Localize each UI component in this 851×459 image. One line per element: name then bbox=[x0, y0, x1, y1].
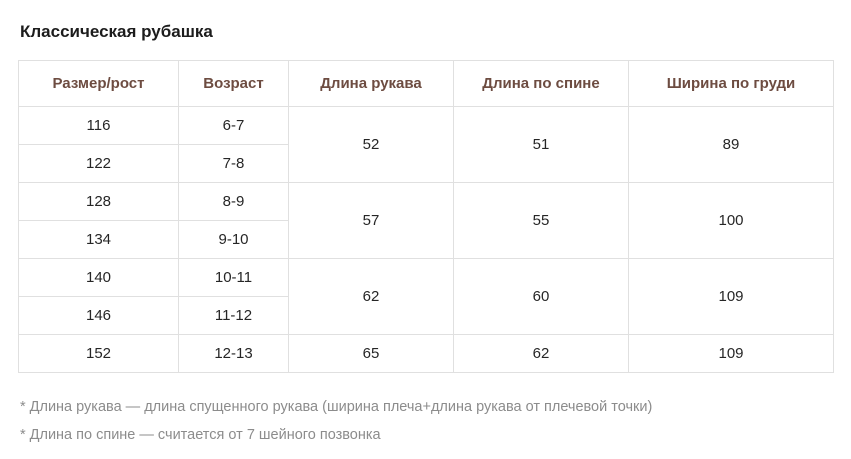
table-row: 146 11-12 bbox=[18, 296, 834, 335]
cell-sleeve-length: 65 bbox=[288, 334, 454, 373]
cell-age: 7-8 bbox=[178, 144, 289, 183]
col-header-size-height: Размер/рост bbox=[18, 60, 179, 107]
size-table: Размер/рост Возраст Длина рукава Длина п… bbox=[18, 60, 834, 373]
cell-size: 134 bbox=[18, 220, 179, 259]
cell-back-length: 62 bbox=[453, 334, 629, 373]
cell-sleeve-length: 57 bbox=[288, 182, 454, 259]
cell-age: 6-7 bbox=[178, 106, 289, 145]
cell-age: 11-12 bbox=[178, 296, 289, 335]
cell-size: 146 bbox=[18, 296, 179, 335]
cell-size: 152 bbox=[18, 334, 179, 373]
cell-back-length: 51 bbox=[453, 106, 629, 183]
col-header-sleeve-length: Длина рукава bbox=[288, 60, 454, 107]
table-row: 152 12-13 65 62 109 bbox=[18, 334, 834, 373]
col-header-back-length: Длина по спине bbox=[453, 60, 629, 107]
cell-age: 10-11 bbox=[178, 258, 289, 297]
cell-back-length: 55 bbox=[453, 182, 629, 259]
cell-back-length: 60 bbox=[453, 258, 629, 335]
cell-sleeve-length: 62 bbox=[288, 258, 454, 335]
cell-chest-width: 109 bbox=[628, 258, 834, 335]
cell-age: 9-10 bbox=[178, 220, 289, 259]
table-row: 122 7-8 bbox=[18, 144, 834, 183]
table-header-row: Размер/рост Возраст Длина рукава Длина п… bbox=[18, 60, 834, 107]
cell-age: 8-9 bbox=[178, 182, 289, 221]
cell-size: 140 bbox=[18, 258, 179, 297]
cell-size: 116 bbox=[18, 106, 179, 145]
table-row: 140 10-11 62 60 109 bbox=[18, 258, 834, 335]
cell-chest-width: 100 bbox=[628, 182, 834, 259]
table-row: 128 8-9 57 55 100 bbox=[18, 182, 834, 259]
footnotes: * Длина рукава — длина спущенного рукава… bbox=[18, 397, 833, 446]
table-row: 116 6-7 52 51 89 bbox=[18, 106, 834, 183]
page-title: Классическая рубашка bbox=[20, 22, 213, 41]
cell-size: 122 bbox=[18, 144, 179, 183]
col-header-age: Возраст bbox=[178, 60, 289, 107]
cell-chest-width: 89 bbox=[628, 106, 834, 183]
col-header-chest-width: Ширина по груди bbox=[628, 60, 834, 107]
cell-chest-width: 109 bbox=[628, 334, 834, 373]
cell-age: 12-13 bbox=[178, 334, 289, 373]
cell-sleeve-length: 52 bbox=[288, 106, 454, 183]
cell-size: 128 bbox=[18, 182, 179, 221]
footnote-back-length: * Длина по спине — считается от 7 шейног… bbox=[20, 427, 381, 444]
footnote-sleeve-length: * Длина рукава — длина спущенного рукава… bbox=[20, 399, 653, 415]
